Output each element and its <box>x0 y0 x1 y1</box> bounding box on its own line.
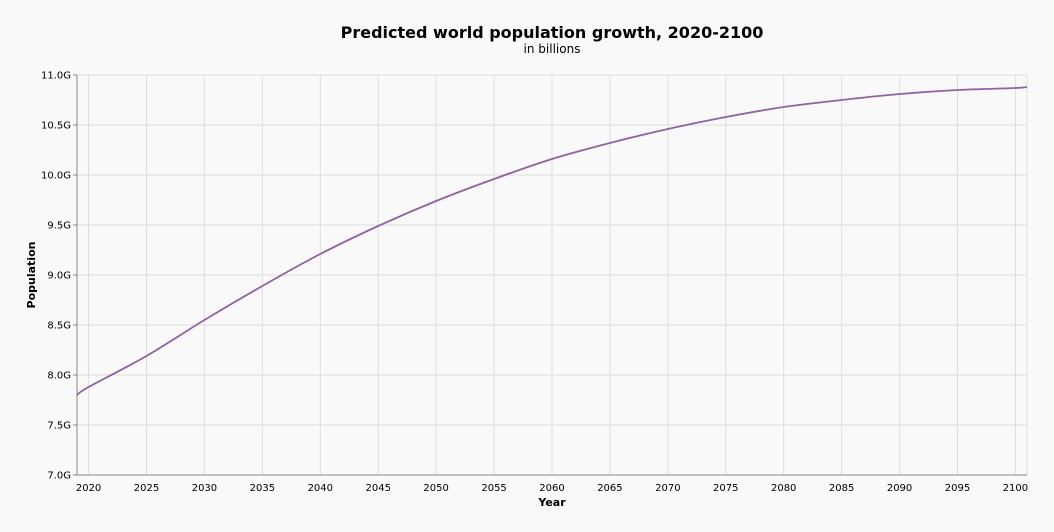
x-tick-label: 2040 <box>308 483 333 494</box>
x-tick-label: 2050 <box>423 483 448 494</box>
y-axis-title: Population <box>25 242 38 309</box>
x-tick-label: 2025 <box>134 483 159 494</box>
x-tick-label: 2100 <box>1003 483 1028 494</box>
y-tick-label: 10.5G <box>41 121 71 132</box>
series <box>76 86 1028 396</box>
y-tick-label: 8.5G <box>47 321 71 332</box>
y-tick-label: 11.0G <box>41 71 71 82</box>
x-tick-label: 2095 <box>945 483 970 494</box>
x-tick-label: 2030 <box>192 483 217 494</box>
x-tick-label: 2070 <box>655 483 680 494</box>
chart-title: Predicted world population growth, 2020-… <box>341 23 764 42</box>
x-tick-label: 2055 <box>481 483 506 494</box>
y-tick-label: 9.0G <box>47 271 71 282</box>
x-tick-label: 2065 <box>597 483 622 494</box>
x-tick-label: 2060 <box>539 483 564 494</box>
x-tick-label: 2035 <box>250 483 275 494</box>
chart-subtitle: in billions <box>524 42 581 56</box>
x-tick-label: 2075 <box>713 483 738 494</box>
x-axis-title: Year <box>537 496 566 509</box>
y-tick-label: 10.0G <box>41 171 71 182</box>
y-tick-label: 8.0G <box>47 371 71 382</box>
x-tick-label: 2020 <box>76 483 101 494</box>
x-tick-label: 2090 <box>887 483 912 494</box>
x-tick-label: 2085 <box>829 483 854 494</box>
y-tick-label: 7.0G <box>47 471 71 482</box>
population-line <box>76 86 1028 396</box>
x-tick-label: 2045 <box>365 483 390 494</box>
y-tick-label: 7.5G <box>47 421 71 432</box>
y-axis-ticks: 7.0G 7.5G 8.0G 8.5G 9.0G 9.5G 10.0G 10.5G 11.0G <box>41 71 77 482</box>
x-axis-ticks: 2020 2025 2030 2035 2040 2045 2050 2055 2060 2065… <box>76 483 1028 494</box>
x-tick-label: 2080 <box>771 483 796 494</box>
grid <box>77 74 1028 476</box>
y-tick-label: 9.5G <box>47 221 71 232</box>
